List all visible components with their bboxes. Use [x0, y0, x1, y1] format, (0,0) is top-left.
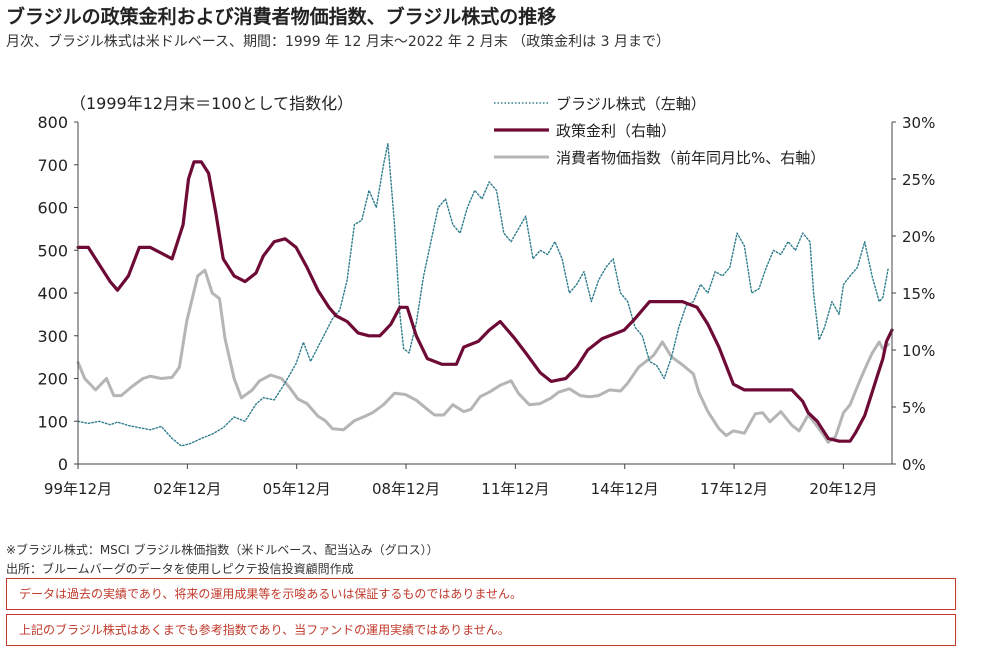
x-tick-label: 02年12月 [153, 480, 221, 498]
x-tick-label: 05年12月 [263, 480, 331, 498]
footnote-data-source: 出所：ブルームバーグのデータを使用しピクテ投信投資顧問作成 [6, 562, 354, 576]
y-left-tick-label: 300 [37, 327, 68, 346]
legend-label-2: 消費者物価指数（前年同月比%、右軸） [556, 149, 825, 167]
series-line-1 [76, 160, 894, 443]
line-chart: 0 100 200 300 400 500 600 700 800 0% 5% 10% 15% 20% 25… [37, 94, 935, 498]
disclaimer-box-2: 上記のブラジル株式はあくまでも参考指数であり、当ファンドの運用実績ではありません… [6, 614, 956, 646]
series-line-2 [76, 268, 890, 444]
y-left-tick-label: 200 [37, 370, 68, 389]
x-tick-label: 17年12月 [700, 480, 768, 498]
y-right-tick-label: 10% [902, 342, 935, 360]
y-right-tick-label: 15% [902, 285, 935, 303]
y-left-tick-label: 500 [37, 241, 68, 260]
y-right-tick-label: 5% [902, 399, 926, 417]
legend-label-1: 政策金利（右軸） [556, 122, 676, 140]
series-line-0 [77, 142, 890, 447]
page-title: ブラジルの政策金利および消費者物価指数、ブラジル株式の推移 [6, 6, 557, 28]
disclaimer-box-1: データは過去の実績であり、将来の運用成果等を示唆あるいは保証するものではありませ… [6, 578, 956, 610]
y-left-tick-label: 400 [37, 284, 68, 303]
y-left-tick-label: 700 [37, 156, 68, 175]
legend-label-0: ブラジル株式（左軸） [556, 95, 706, 113]
x-tick-label: 20年12月 [809, 480, 877, 498]
y-left-tick-label: 600 [37, 199, 68, 218]
x-tick-label: 08年12月 [372, 480, 440, 498]
x-tick-label: 14年12月 [591, 480, 659, 498]
y-right-tick-label: 0% [902, 456, 926, 474]
y-right-tick-label: 20% [902, 228, 935, 246]
page-subtitle: 月次、ブラジル株式は米ドルベース、期間：1999 年 12 月末～2022 年 … [6, 34, 670, 50]
x-tick-label: 11年12月 [481, 480, 549, 498]
y-left-tick-label: 100 [37, 412, 68, 431]
y-left-tick-label: 800 [37, 113, 68, 132]
y-right-tick-label: 25% [902, 171, 935, 189]
y-right-tick-label: 30% [902, 114, 935, 132]
footnote-source-index: ※ブラジル株式：MSCI ブラジル株価指数（米ドルベース、配当込み（グロス）） [6, 543, 439, 557]
y-left-unit-label: （1999年12月末＝100として指数化） [70, 94, 353, 113]
x-tick-label: 99年12月 [44, 480, 112, 498]
y-left-tick-label: 0 [58, 455, 68, 474]
